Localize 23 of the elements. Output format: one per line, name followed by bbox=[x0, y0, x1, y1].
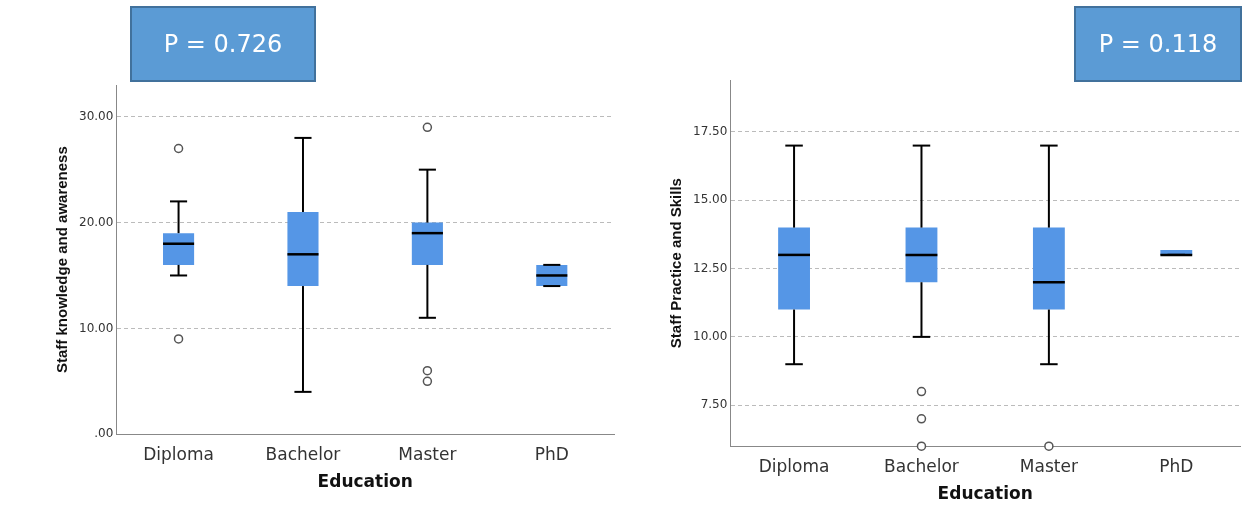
y-tick-label: 10.00 bbox=[78, 320, 114, 335]
text: P = 0.726 bbox=[130, 6, 316, 82]
x-axis-title: Education bbox=[317, 471, 413, 492]
y-tick-label: 30.00 bbox=[78, 108, 114, 123]
y-tick-label: 15.00 bbox=[692, 192, 728, 207]
text: P = 0.118 bbox=[1074, 6, 1242, 82]
y-tick-label: 12.50 bbox=[692, 260, 728, 275]
x-tick-label: Master bbox=[1019, 455, 1078, 476]
x-tick-label: Bachelor bbox=[884, 455, 959, 476]
x-tick-label: PhD bbox=[1159, 455, 1194, 476]
y-tick-label: .00 bbox=[94, 426, 114, 441]
y-tick-label: 7.50 bbox=[700, 397, 728, 412]
y-tick-label: 10.00 bbox=[692, 329, 728, 344]
y-tick-label: 20.00 bbox=[78, 214, 114, 229]
y-axis-title: Staff knowledge and awareness bbox=[53, 146, 71, 373]
y-tick-label: 17.50 bbox=[692, 124, 728, 139]
x-tick-label: Diploma bbox=[143, 443, 214, 464]
x-tick-label: Bachelor bbox=[265, 443, 341, 464]
x-tick-label: Master bbox=[398, 443, 457, 464]
x-tick-label: Diploma bbox=[758, 455, 830, 476]
x-axis-title: Education bbox=[937, 483, 1033, 504]
y-axis-title: Staff Practice and Skills bbox=[667, 178, 685, 349]
x-tick-label: PhD bbox=[534, 443, 569, 464]
